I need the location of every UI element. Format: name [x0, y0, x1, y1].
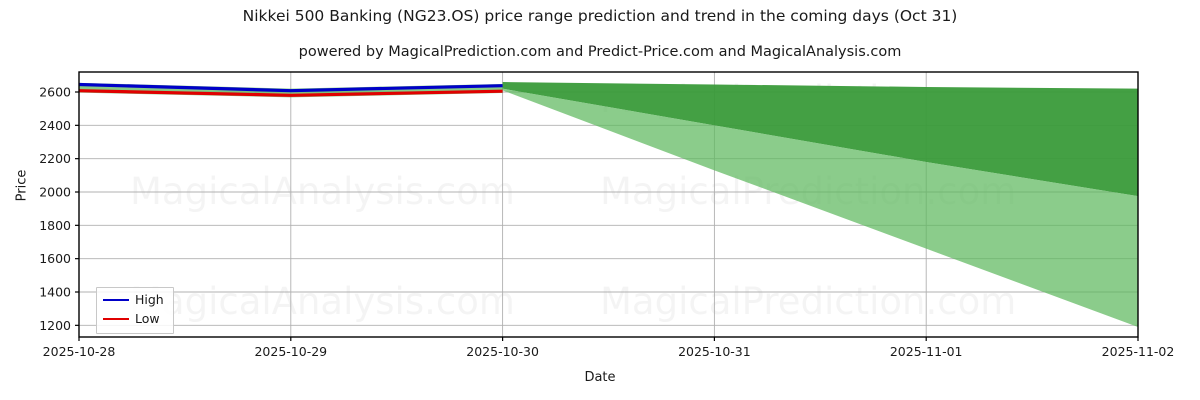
svg-text:2025-10-31: 2025-10-31 [678, 344, 751, 359]
svg-text:1800: 1800 [39, 218, 71, 233]
axis-frame [78, 71, 1139, 338]
legend-color-swatch [103, 318, 129, 320]
chart-legend: High Low [96, 287, 174, 334]
svg-text:2025-10-28: 2025-10-28 [43, 344, 116, 359]
page-title: Nikkei 500 Banking (NG23.OS) price range… [242, 7, 958, 25]
legend-label: High [135, 292, 164, 307]
svg-text:2400: 2400 [39, 118, 71, 133]
x-axis-ticks: 2025-10-28 2025-10-29 2025-10-30 2025-10-31… [43, 337, 1175, 359]
legend-color-swatch [103, 299, 129, 301]
prediction-bands [79, 82, 1139, 327]
chart-subtitle: powered by MagicalPrediction.com and Pre… [298, 44, 902, 60]
svg-text:1200: 1200 [39, 318, 71, 333]
svg-text:2000: 2000 [39, 185, 71, 200]
svg-text:1600: 1600 [39, 251, 71, 266]
svg-text:2025-10-30: 2025-10-30 [466, 344, 539, 359]
legend-label: Low [135, 311, 160, 326]
y-axis-ticks: 1200 1400 1600 1800 2000 2200 2400 2600 [39, 85, 79, 333]
svg-text:2025-11-02: 2025-11-02 [1102, 344, 1175, 359]
svg-text:2200: 2200 [39, 151, 71, 166]
svg-text:1400: 1400 [39, 285, 71, 300]
legend-item-low: Low [103, 311, 160, 327]
x-axis-label: Date [584, 370, 616, 385]
series-lines [78, 82, 503, 97]
svg-text:2025-11-01: 2025-11-01 [890, 344, 963, 359]
svg-text:2025-10-29: 2025-10-29 [254, 344, 327, 359]
svg-text:2600: 2600 [39, 85, 71, 100]
y-axis-label: Price [14, 169, 30, 202]
legend-item-high: High [103, 292, 164, 308]
